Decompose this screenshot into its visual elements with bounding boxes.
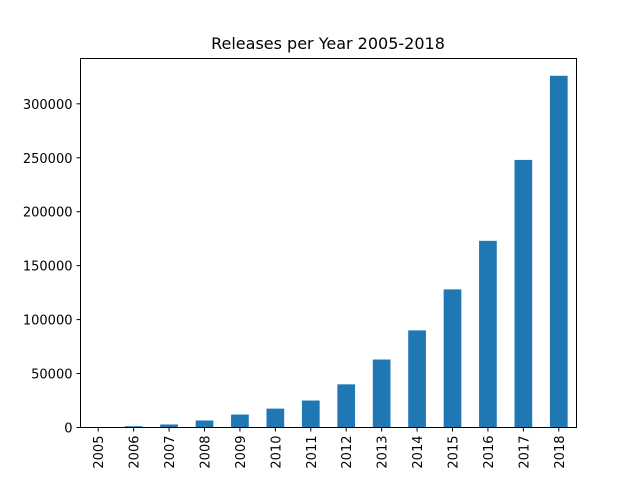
x-tick-label: 2011 [305, 436, 320, 469]
bar-2008 [195, 420, 214, 428]
bars [89, 75, 568, 428]
x-tick-label: 2015 [447, 436, 462, 469]
y-tick-label: 200000 [23, 206, 73, 221]
bar-2010 [266, 408, 285, 428]
bar-2014 [408, 330, 426, 428]
bar-2018 [549, 75, 568, 428]
x-axis: 2005 2006 2007 2008 2009 2010 2011 2012 2013 2014… [92, 427, 568, 469]
y-tick-label: 150000 [23, 260, 73, 275]
bar-2007 [160, 424, 178, 428]
bar-2015 [443, 289, 462, 428]
bar-2016 [479, 240, 497, 428]
x-tick-label: 2017 [517, 436, 532, 469]
y-axis: 0 50000 100000 150000 200000 250000 300000 [23, 98, 81, 437]
y-tick-label: 250000 [23, 152, 73, 167]
x-tick-label: 2014 [411, 436, 426, 469]
x-tick-label: 2006 [128, 436, 143, 469]
chart-title: Releases per Year 2005-2018 [211, 34, 445, 53]
x-tick-label: 2009 [234, 436, 249, 469]
y-tick-label: 50000 [31, 368, 72, 383]
x-tick-label: 2008 [199, 436, 214, 469]
plot-frame [80, 58, 577, 428]
x-tick-label: 2018 [553, 436, 568, 469]
bar-2013 [372, 359, 391, 428]
bar-2017 [514, 159, 533, 428]
x-tick-label: 2010 [269, 436, 284, 469]
x-tick-label: 2005 [92, 436, 107, 469]
bar-2012 [337, 384, 356, 428]
x-tick-label: 2013 [376, 436, 391, 469]
y-tick-label: 100000 [23, 314, 73, 329]
x-tick-label: 2012 [340, 436, 355, 469]
x-tick-label: 2016 [482, 436, 497, 469]
y-tick-label: 300000 [23, 98, 73, 113]
x-tick-label: 2007 [163, 436, 178, 469]
bar-2011 [301, 400, 320, 428]
y-tick-label: 0 [64, 422, 72, 437]
bar-2006 [124, 426, 143, 428]
bar-2009 [231, 414, 249, 428]
